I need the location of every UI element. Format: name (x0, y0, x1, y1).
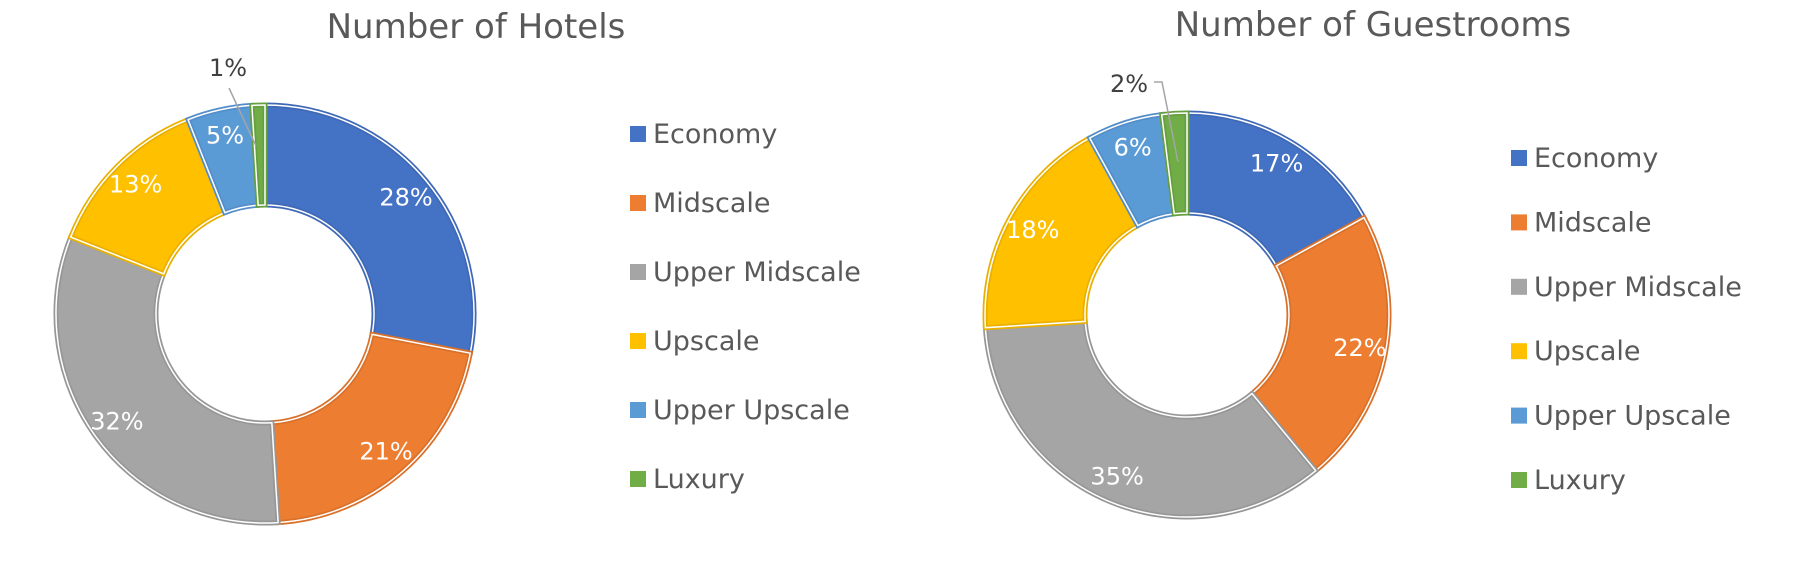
leader-line (228, 87, 257, 147)
legend-label: Upscale (1534, 336, 1640, 367)
legend-label: Midscale (653, 188, 771, 219)
legend-label: Economy (1534, 143, 1658, 174)
chart-title: Number of Guestrooms (1175, 5, 1572, 45)
slice-separator (1186, 112, 1366, 267)
legend-item-economy: Economy (1511, 143, 1658, 174)
legend-item-midscale: Midscale (1511, 207, 1652, 238)
data-label-economy: 17% (1250, 150, 1303, 178)
legend-swatch (630, 126, 646, 142)
legend-item-economy: Economy (630, 119, 777, 150)
slice-separator (984, 136, 1139, 329)
legend-item-upper-midscale: Upper Midscale (630, 257, 861, 288)
data-label-luxury: 2% (1110, 70, 1148, 98)
legend: Economy Midscale Upper Midscale Upscale Uppe… (1511, 143, 1742, 496)
data-label-upper-upscale: 6% (1114, 134, 1152, 162)
slice-economy (262, 102, 477, 357)
slice-separator (1250, 216, 1390, 472)
leader-line (1154, 81, 1179, 163)
legend-swatch (1511, 214, 1527, 231)
legend-swatch (630, 333, 646, 349)
legend-label: Upper Midscale (653, 257, 861, 288)
legend-label: Upper Midscale (1534, 272, 1742, 303)
legend-label: Midscale (1534, 207, 1652, 238)
legend-item-luxury: Luxury (1511, 465, 1626, 496)
legend-swatch (1511, 472, 1527, 488)
legend-item-upper-upscale: Upper Upscale (1511, 401, 1731, 432)
slice-separator (251, 104, 266, 207)
slice-upper-midscale (53, 233, 281, 526)
slice-separator (1160, 112, 1188, 215)
legend-swatch (1511, 278, 1527, 295)
legend-swatch (630, 402, 646, 418)
legend-swatch (1511, 343, 1527, 360)
legend-item-upscale: Upscale (630, 326, 759, 357)
legend-label: Upper Upscale (653, 395, 850, 426)
legend-swatch (1511, 150, 1527, 166)
legend-label: Upscale (653, 326, 759, 357)
data-label-upper-midscale: 35% (1090, 463, 1143, 491)
legend-label: Luxury (653, 464, 745, 495)
legend-item-midscale: Midscale (630, 188, 771, 219)
legend-item-upscale: Upscale (1511, 336, 1640, 367)
legend-swatch (1511, 407, 1527, 424)
data-label-upscale: 13% (109, 171, 162, 199)
slice-separator (271, 333, 472, 524)
legend-label: Economy (653, 119, 777, 150)
legend-item-luxury: Luxury (630, 464, 745, 495)
donut-chart-2: Number of Guestrooms 17% 22% 35% 18% 6% 2% Econ… (982, 5, 1742, 520)
slice-separator (55, 236, 279, 524)
legend-swatch (630, 264, 646, 280)
donut-chart-1: Number of Hotels 28% 21% 32% 13% 5% 1% Economy M… (53, 7, 861, 526)
data-label-upper-upscale: 5% (206, 121, 244, 149)
legend-label: Upper Upscale (1534, 401, 1731, 432)
legend-item-upper-upscale: Upper Upscale (630, 395, 850, 426)
legend-label: Luxury (1534, 465, 1626, 496)
data-label-luxury: 1% (209, 54, 247, 82)
legend: Economy Midscale Upper Midscale Upscale Uppe… (630, 119, 861, 495)
data-label-upscale: 18% (1006, 216, 1059, 244)
chart-title: Number of Hotels (327, 7, 626, 47)
slice-upper-midscale (982, 318, 1320, 520)
legend-item-upper-midscale: Upper Midscale (1511, 272, 1742, 303)
legend-swatch (630, 195, 646, 211)
data-label-upper-midscale: 32% (90, 408, 143, 436)
data-label-midscale: 22% (1333, 334, 1386, 362)
legend-swatch (630, 471, 646, 487)
data-label-midscale: 21% (359, 437, 412, 465)
slice-separator (264, 104, 475, 355)
slice-separator (984, 320, 1317, 518)
data-label-economy: 28% (379, 183, 432, 211)
